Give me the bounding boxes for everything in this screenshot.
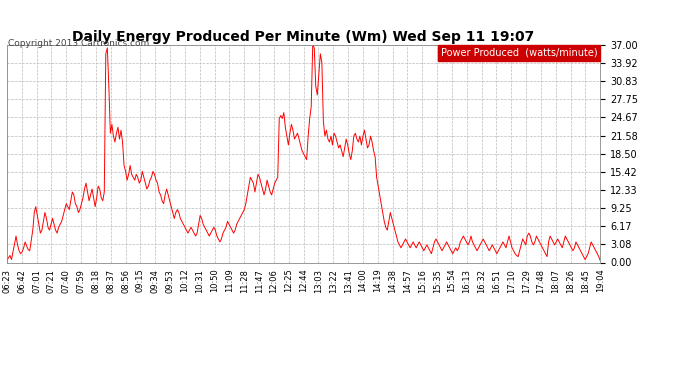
Text: Power Produced  (watts/minute): Power Produced (watts/minute): [441, 48, 598, 58]
Title: Daily Energy Produced Per Minute (Wm) Wed Sep 11 19:07: Daily Energy Produced Per Minute (Wm) We…: [72, 30, 535, 44]
Text: Copyright 2013 Cartronics.com: Copyright 2013 Cartronics.com: [8, 39, 150, 48]
